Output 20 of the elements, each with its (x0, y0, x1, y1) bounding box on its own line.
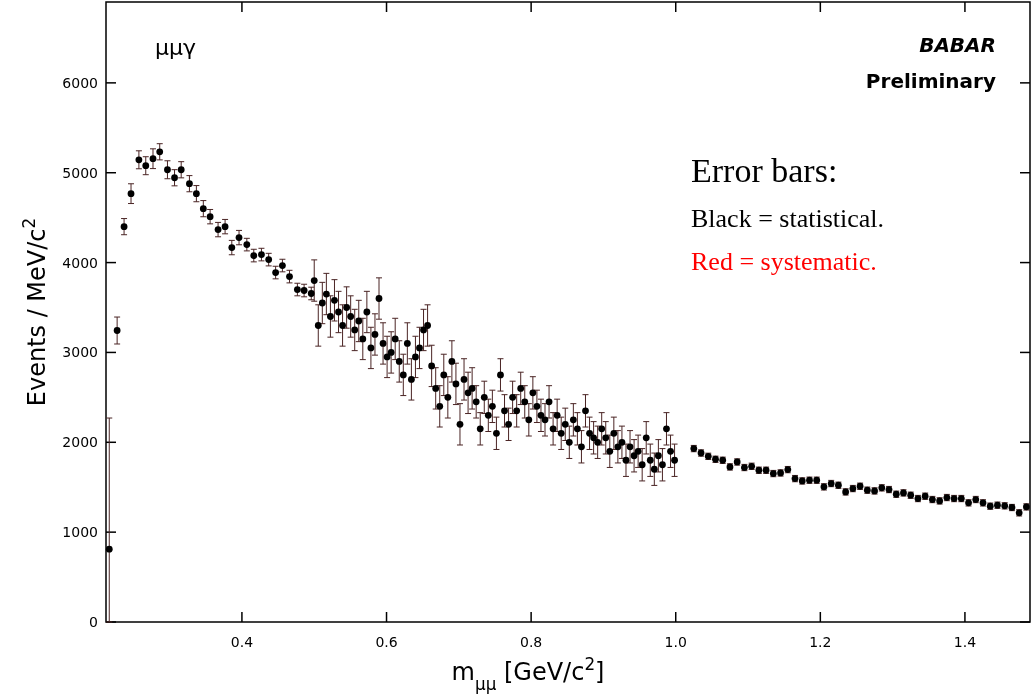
y-tick-label: 4000 (62, 254, 98, 271)
x-tick-label: 1.0 (664, 634, 687, 650)
annotation: Error bars: (691, 152, 838, 189)
x-tick-label: 0.6 (375, 634, 398, 650)
y-tick-label: 2000 (62, 434, 98, 451)
annotation: Red = systematic. (691, 247, 877, 276)
y-tick-label: 0 (89, 614, 98, 630)
y-tick-label: 1000 (62, 524, 98, 541)
annotation: μμγ (155, 35, 197, 60)
y-tick-label: 5000 (62, 164, 98, 181)
x-tick-label: 1.4 (953, 634, 977, 650)
annotation: Preliminary (865, 69, 996, 93)
y-tick-label: 3000 (62, 344, 98, 361)
x-tick-label: 0.8 (519, 634, 543, 650)
x-tick-label: 0.4 (230, 634, 254, 650)
x-tick-label: 1.2 (809, 634, 832, 650)
annotation: Black = statistical. (691, 204, 885, 233)
x-axis-title: m$_{μμ}$ [GeV/c$^{2}$] (451, 654, 605, 694)
y-tick-label: 6000 (62, 74, 98, 91)
annotation: BABAR (919, 33, 996, 57)
